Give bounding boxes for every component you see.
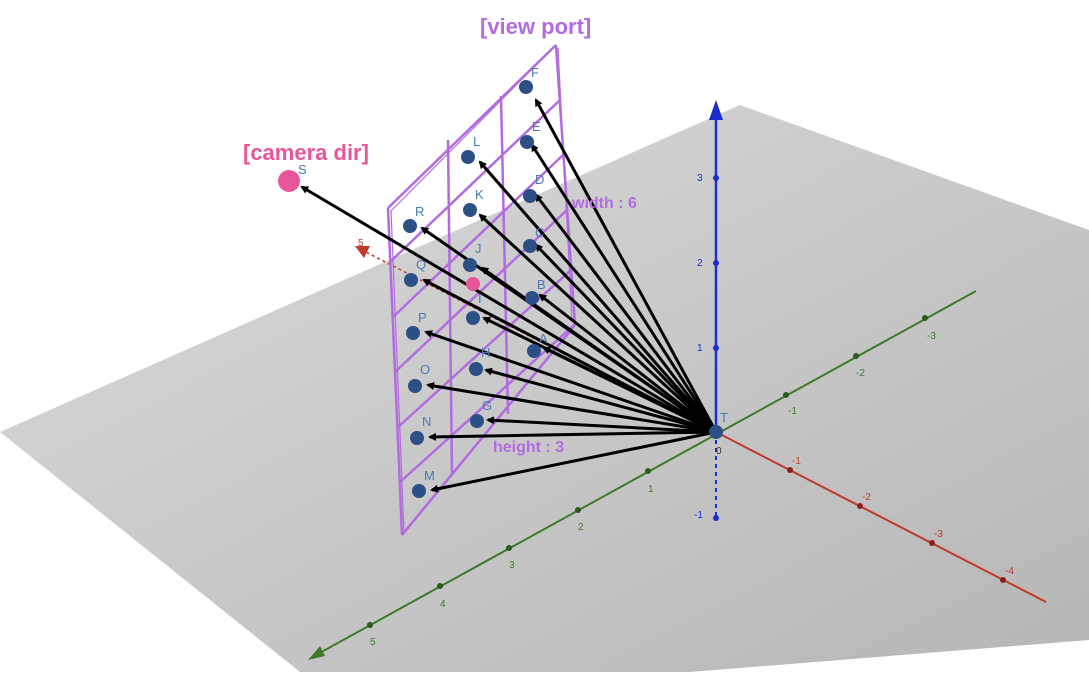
point-label-I: I (478, 291, 482, 306)
origin-label: T (720, 410, 728, 425)
camera-dir-annotation: [camera dir] (243, 140, 369, 165)
point-G[interactable] (470, 414, 484, 428)
viewport-points (403, 80, 541, 498)
point-E[interactable] (520, 135, 534, 149)
point-F[interactable] (519, 80, 533, 94)
x-tick-label: -3 (934, 529, 943, 540)
point-Q[interactable] (404, 273, 418, 287)
origin-point[interactable] (709, 425, 723, 439)
z-tick-label: 2 (697, 258, 703, 269)
point-label-K: K (475, 187, 484, 202)
x-tick-label: -4 (1005, 566, 1014, 577)
point-J[interactable] (463, 258, 477, 272)
y-tick-label: -3 (927, 331, 936, 342)
point-label-R: R (415, 204, 424, 219)
point-D[interactable] (523, 189, 537, 203)
x-tick-label: -1 (792, 456, 801, 467)
y-axis: 5 4 3 2 1 -1 -2 -3 (308, 290, 977, 660)
z-tick-label: -1 (694, 510, 703, 521)
point-C[interactable] (523, 239, 537, 253)
y-tick-label: 1 (648, 484, 654, 495)
width-annotation: width : 6 (571, 195, 637, 212)
z-tick-label: 1 (697, 343, 703, 354)
point-label-M: M (424, 468, 435, 483)
z-axis: 3 2 1 -1 (694, 100, 723, 521)
point-label-Q: Q (416, 257, 426, 272)
point-I[interactable] (466, 311, 480, 325)
point-K[interactable] (463, 203, 477, 217)
point-H[interactable] (469, 362, 483, 376)
point-label-A: A (539, 331, 548, 346)
y-tick-label: 4 (440, 599, 446, 610)
point-label-C: C (535, 225, 544, 240)
point-label-F: F (531, 65, 539, 80)
point-label-P: P (418, 310, 427, 325)
point-N[interactable] (410, 431, 424, 445)
y-tick-label: 3 (509, 560, 515, 571)
viewport-annotation: [view port] (480, 14, 591, 39)
x-tick-label: -2 (862, 492, 871, 503)
point-label-D: D (535, 172, 544, 187)
y-tick-label: 5 (370, 637, 376, 648)
rays (300, 98, 718, 493)
point-label-B: B (537, 277, 546, 292)
camera-point-label: S (298, 162, 307, 177)
camera-dir-point[interactable] (278, 170, 300, 192)
viewport-point-labels: A B C D E F G H I J K L M N O P Q R (415, 65, 548, 483)
origin-value: 0 (716, 446, 722, 457)
point-label-E: E (532, 119, 541, 134)
point-O[interactable] (408, 379, 422, 393)
point-B[interactable] (525, 291, 539, 305)
point-M[interactable] (412, 484, 426, 498)
height-annotation: height : 3 (493, 439, 564, 456)
point-P[interactable] (406, 326, 420, 340)
point-A[interactable] (527, 344, 541, 358)
point-label-J: J (475, 241, 482, 256)
point-label-O: O (420, 362, 430, 377)
viewport-center-point[interactable] (466, 277, 480, 291)
y-tick-label: -2 (856, 368, 865, 379)
x-axis-end-label: 5 (358, 238, 364, 249)
y-tick-label: 2 (578, 522, 584, 533)
point-label-H: H (481, 345, 490, 360)
viewport-grid (386, 44, 577, 536)
point-R[interactable] (403, 219, 417, 233)
point-label-L: L (473, 134, 480, 149)
point-label-G: G (482, 398, 492, 413)
y-tick-label: -1 (788, 406, 797, 417)
z-tick-label: 3 (697, 173, 703, 184)
xy-plane (0, 105, 1089, 672)
point-L[interactable] (461, 150, 475, 164)
point-label-N: N (422, 414, 431, 429)
